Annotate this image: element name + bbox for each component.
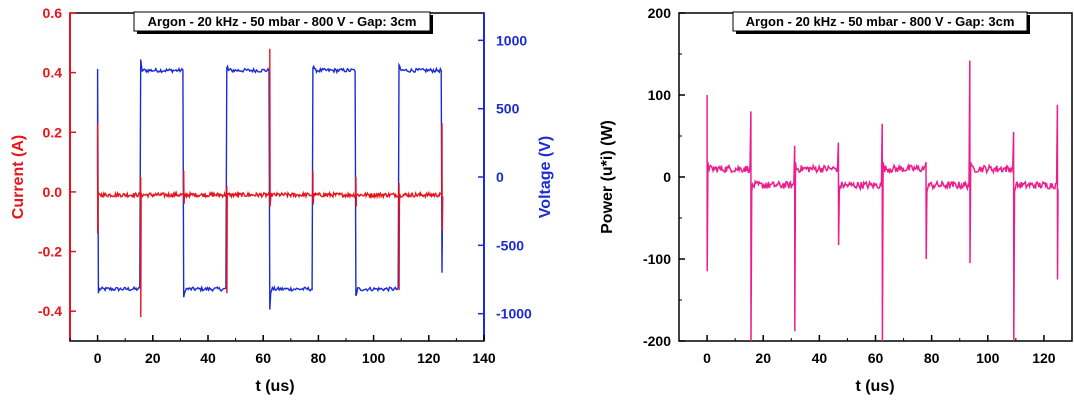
current-tick-label: 0.6: [43, 5, 63, 21]
current-tick-label: 0.2: [43, 124, 63, 140]
voltage-axis-label: Voltage (V): [537, 136, 554, 218]
x-axis-ticks-left-chart: 0 20 40 60 80 100 120 140: [69, 335, 496, 366]
voltage-tick-label: -1000: [496, 306, 532, 322]
voltage-axis-ticks: -1000 -500 0 500 1000: [478, 32, 532, 322]
power-line: [706, 60, 1059, 342]
x-tick-label: 100: [976, 350, 1000, 366]
title-box-right: [732, 11, 1028, 32]
current-tick-label: -0.2: [38, 244, 62, 260]
chart-title-left: Argon - 20 kHz - 50 mbar - 800 V - Gap: …: [148, 14, 417, 29]
voltage-line: [96, 59, 444, 310]
x-tick-label: 40: [812, 350, 828, 366]
chart-power: 0 20 40 60 80 100 120 -200 -100 0 100 200 Argon - …: [599, 5, 1073, 395]
power-tick-label: 0: [663, 169, 671, 185]
x-tick-label: 0: [94, 350, 102, 366]
power-tick-label: 200: [648, 5, 672, 21]
x-tick-label: 20: [755, 350, 771, 366]
current-line: [96, 48, 444, 318]
chart-title-right: Argon - 20 kHz - 50 mbar - 800 V - Gap: …: [746, 14, 1015, 29]
x-axis-ticks-right-chart: 0 20 40 60 80 100 120: [678, 335, 1073, 366]
x-tick-label: 20: [145, 350, 161, 366]
voltage-tick-label: -500: [496, 237, 524, 253]
x-tick-label: 140: [472, 350, 496, 366]
x-axis-label-right: t (us): [855, 378, 894, 395]
x-tick-label: 100: [362, 350, 386, 366]
power-tick-label: -100: [643, 251, 671, 267]
x-axis-label-left: t (us): [255, 378, 294, 395]
title-box: [133, 11, 431, 32]
power-tick-label: -200: [643, 333, 671, 349]
current-axis-ticks: -0.4 -0.2 0.0 0.2 0.4 0.6: [38, 5, 76, 319]
current-axis-label: Current (A): [10, 135, 27, 219]
current-tick-label: -0.4: [38, 303, 62, 319]
x-tick-label: 60: [255, 350, 271, 366]
x-tick-label: 120: [417, 350, 441, 366]
power-tick-label: 100: [648, 87, 672, 103]
x-tick-label: 0: [703, 350, 711, 366]
current-series: [96, 48, 444, 318]
plot-frame-left: [69, 12, 485, 342]
x-tick-label: 80: [924, 350, 940, 366]
chart-current-voltage: 0 20 40 60 80 100 120 140 -0.4-0.20.00.20.40.6 …: [10, 5, 554, 395]
power-axis-ticks: -200 -100 0 100 200: [643, 5, 685, 349]
current-tick-label: 0.0: [43, 184, 63, 200]
x-tick-label: 40: [200, 350, 216, 366]
voltage-tick-label: 0: [496, 169, 504, 185]
voltage-tick-label: 500: [496, 101, 520, 117]
power-series: [706, 60, 1059, 342]
power-axis-label: Power (u*i) (W): [599, 120, 616, 234]
x-tick-label: 80: [311, 350, 327, 366]
x-tick-label: 120: [1032, 350, 1056, 366]
current-tick-label: 0.4: [43, 65, 63, 81]
x-tick-label: 60: [868, 350, 884, 366]
voltage-tick-label: 1000: [496, 32, 527, 48]
voltage-series: [96, 59, 444, 310]
